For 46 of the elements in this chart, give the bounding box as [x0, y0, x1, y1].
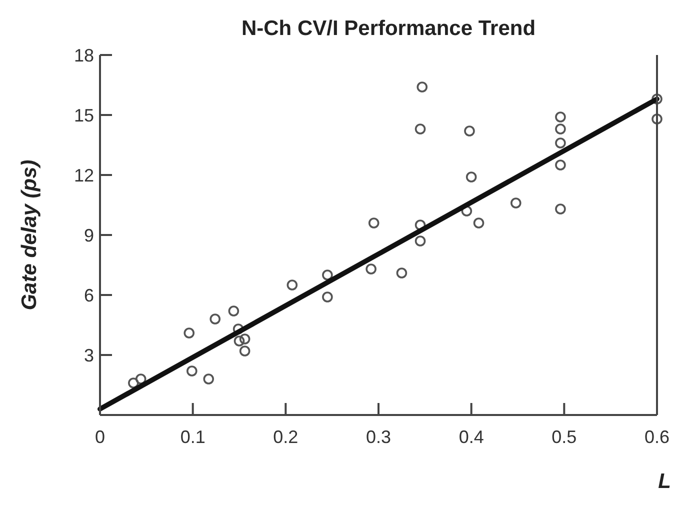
y-tick-label: 15 [74, 105, 94, 126]
y-tick-label: 18 [74, 45, 94, 66]
x-axis-title: L [658, 470, 671, 493]
point [416, 82, 428, 92]
point [414, 236, 426, 246]
point [128, 378, 139, 388]
point [473, 218, 484, 228]
point [464, 126, 475, 136]
y-tick-label: 6 [84, 285, 94, 306]
point [239, 334, 250, 344]
point [135, 374, 146, 384]
y-axis-title: Gate delay (ps) [18, 160, 41, 310]
x-tick-label: 0.4 [458, 427, 484, 447]
point [239, 346, 250, 356]
point [322, 270, 333, 280]
x-tick-label: 0.2 [273, 427, 298, 447]
point [234, 336, 245, 346]
chart-title: N-Ch CV/I Performance Trend [241, 17, 536, 40]
point [510, 198, 522, 208]
point [186, 366, 198, 376]
point [466, 172, 477, 182]
x-tick-label: 0 [94, 427, 106, 447]
point [184, 328, 195, 338]
x-tick-label: 0.6 [644, 427, 670, 447]
point [368, 218, 380, 228]
point [555, 160, 566, 170]
point [555, 204, 566, 214]
point [555, 112, 566, 122]
point [555, 124, 566, 134]
point [210, 314, 221, 324]
point [286, 280, 298, 290]
point [322, 292, 333, 302]
point [203, 374, 214, 384]
point [396, 268, 408, 278]
x-tick-label: 0.1 [180, 427, 206, 447]
y-tick-label: 9 [84, 225, 94, 246]
x-tick-label: 0.3 [366, 427, 392, 447]
point [555, 138, 566, 148]
point [652, 114, 662, 124]
x-tick-label: 0.5 [552, 427, 577, 447]
point [366, 264, 376, 274]
point [652, 94, 662, 104]
point [414, 124, 426, 134]
y-tick-label: 3 [84, 345, 94, 366]
point [228, 306, 240, 316]
y-tick-label: 12 [74, 165, 94, 186]
